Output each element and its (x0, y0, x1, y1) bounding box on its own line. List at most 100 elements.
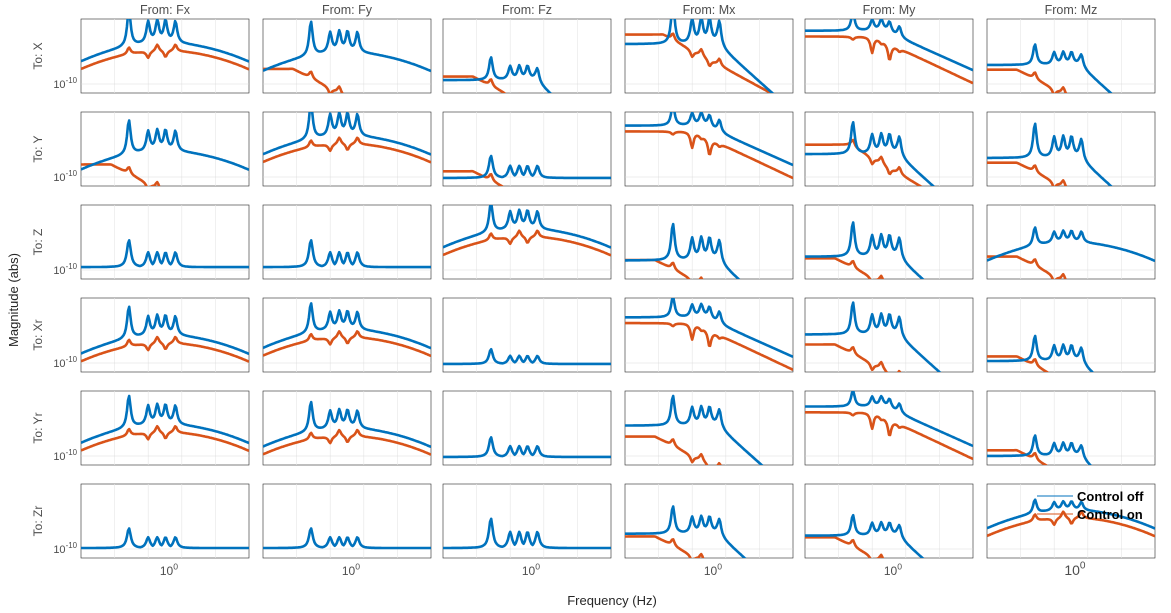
series-line-control-on (805, 343, 902, 372)
series-line-control-off (987, 434, 1093, 465)
series-line-control-off (625, 505, 747, 558)
subplot-frame (986, 111, 1156, 187)
series-line-control-off (805, 221, 925, 279)
subplot (442, 390, 612, 466)
subplot (442, 483, 612, 559)
series-line-control-off (263, 239, 431, 269)
subplot (442, 18, 612, 94)
series-line-control-off (987, 122, 1113, 186)
subplot-frame (80, 297, 250, 373)
series-line-control-off (625, 394, 764, 465)
subplot (624, 204, 794, 280)
subplot (262, 18, 432, 94)
series-line-control-off (81, 119, 249, 171)
subplot-frame (80, 483, 250, 559)
row-label: To: Zr (31, 506, 45, 537)
series-line-control-off (263, 527, 431, 550)
x-tick-label: 100 (884, 562, 902, 578)
subplot-frame (804, 111, 974, 187)
column-title: From: Mx (683, 3, 737, 17)
subplot (804, 18, 974, 94)
subplot-frame (986, 390, 1156, 466)
subplot-frame (442, 111, 612, 187)
y-tick-label: 10-10 (53, 76, 77, 91)
series-line-control-off (625, 222, 741, 279)
series-line-control-on (987, 255, 1067, 279)
series-line-control-off (987, 498, 1155, 530)
subplot (804, 204, 974, 280)
subplot (804, 483, 974, 559)
y-tick-label: 10-10 (53, 262, 77, 277)
subplot (624, 390, 794, 466)
series-line-control-off (625, 298, 793, 358)
series-line-control-off (263, 400, 431, 449)
column-title: From: Mz (1045, 3, 1098, 17)
series-line-control-off (263, 112, 431, 156)
y-tick-label: 10-10 (53, 541, 77, 556)
subplot (986, 297, 1156, 373)
subplot (624, 18, 794, 94)
x-tick-label: 100 (160, 562, 178, 578)
subplot (262, 204, 432, 280)
subplot (442, 111, 612, 187)
subplot-grid: From: Fx From: Fy From: Fz From: Mx From: My… (31, 3, 1156, 578)
subplot (80, 297, 250, 373)
series-line-control-on (625, 130, 793, 180)
subplot (262, 483, 432, 559)
series-line-control-on (81, 43, 249, 71)
series-line-control-off (805, 19, 973, 72)
subplot-frame (442, 297, 612, 373)
subplot-frame (80, 390, 250, 466)
subplot-frame (804, 483, 974, 559)
series-line-control-off (443, 56, 553, 93)
row-label: To: Yr (31, 412, 45, 443)
series-line-control-on (987, 448, 1048, 465)
subplot-frame (624, 18, 794, 94)
subplot (80, 111, 250, 187)
subplot-frame (262, 390, 432, 466)
series-line-control-on (263, 67, 344, 93)
subplot-frame (986, 204, 1156, 280)
series-line-control-off (81, 305, 249, 356)
subplot (804, 111, 974, 187)
row-label: To: Y (31, 135, 45, 162)
row-label: To: Z (31, 229, 45, 256)
series-line-control-off (443, 205, 611, 249)
subplot-frame (80, 111, 250, 187)
series-line-control-on (987, 68, 1068, 93)
series-line-control-off (805, 391, 973, 448)
subplot (804, 297, 974, 373)
series-line-control-on (625, 32, 774, 93)
subplot (986, 390, 1156, 466)
x-tick-label: 100 (704, 562, 722, 578)
subplot (986, 204, 1156, 280)
series-line-control-off (805, 121, 936, 186)
series-line-control-on (625, 321, 793, 371)
row-label: To: X (31, 42, 45, 69)
series-line-control-off (81, 527, 249, 550)
series-line-control-on (987, 161, 1068, 186)
column-title: From: Fy (322, 3, 373, 17)
series-line-control-off (81, 394, 249, 445)
series-line-control-off (987, 43, 1113, 93)
series-line-control-on (81, 335, 249, 363)
series-line-control-off (987, 334, 1095, 372)
subplot-frame (262, 111, 432, 187)
subplot (262, 390, 432, 466)
subplot (80, 390, 250, 466)
series-line-control-on (805, 411, 973, 461)
series-line-control-on (987, 355, 1050, 372)
row-label: To: Xr (31, 319, 45, 350)
column-title: From: Fx (140, 3, 191, 17)
subplot (804, 390, 974, 466)
subplot (80, 204, 250, 280)
subplot (986, 18, 1156, 94)
series-line-control-off (625, 112, 793, 167)
x-tick-label: 100 (342, 562, 360, 578)
series-line-control-off (805, 513, 925, 558)
series-line-control-on (625, 435, 722, 465)
series-line-control-off (443, 517, 611, 550)
series-line-control-on (263, 428, 431, 456)
subplot (442, 297, 612, 373)
subplot-frame (624, 390, 794, 466)
